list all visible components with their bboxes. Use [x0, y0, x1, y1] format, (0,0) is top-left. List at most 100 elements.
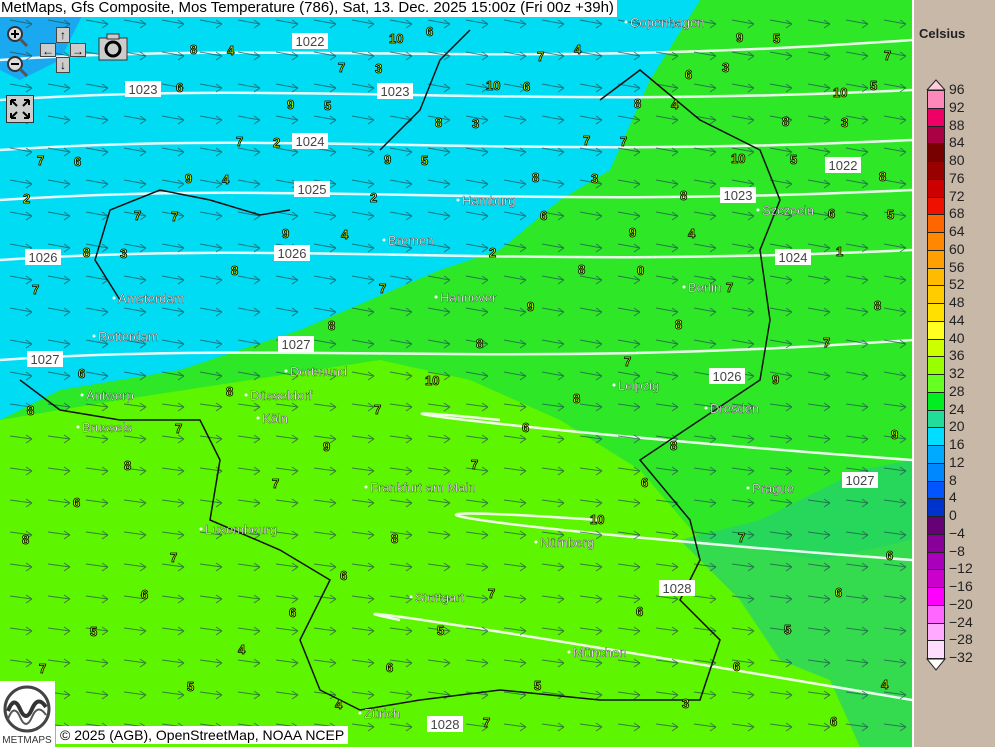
wind-arrow — [807, 594, 831, 604]
wind-arrow — [275, 307, 299, 317]
wind-arrow — [845, 371, 869, 381]
weather-map[interactable]: Copenhagen Hamburg Szczecin Bremen Amsterdam… — [0, 0, 912, 747]
wind-arrow — [693, 83, 717, 93]
wind-arrow — [693, 275, 717, 285]
wind-arrow — [427, 594, 451, 604]
wind-arrow — [123, 562, 147, 572]
wind-arrow — [541, 722, 565, 732]
wind-arrow — [85, 339, 109, 349]
wind-arrow — [503, 51, 527, 61]
wind-arrow — [807, 19, 831, 29]
pan-up-button[interactable]: ↑ — [56, 27, 70, 43]
camera-icon[interactable] — [98, 32, 128, 62]
station-temperature: 3 — [722, 60, 729, 75]
city-labels: Copenhagen Hamburg Szczecin Bremen Amsterdam… — [76, 15, 814, 721]
station-temperature: 7 — [39, 661, 46, 676]
wind-arrow — [85, 211, 109, 221]
station-temperature: 8 — [328, 318, 335, 333]
pan-left-button[interactable]: ← — [40, 43, 56, 58]
pan-right-button[interactable]: → — [70, 43, 86, 58]
legend-swatch — [927, 232, 945, 251]
legend-swatch — [927, 196, 945, 216]
wind-arrow — [427, 147, 451, 157]
wind-arrow — [351, 19, 375, 29]
wind-arrow — [389, 147, 413, 157]
wind-arrow — [503, 594, 527, 604]
wind-arrow — [161, 51, 185, 61]
isobar-label-bg — [278, 336, 314, 352]
wind-arrow — [807, 690, 831, 700]
wind-arrow — [85, 466, 109, 476]
wind-arrow — [351, 115, 375, 125]
wind-arrow — [161, 434, 185, 444]
wind-arrow — [769, 658, 793, 668]
wind-arrow — [693, 179, 717, 189]
city-label: Zürich — [364, 706, 400, 721]
wind-arrow — [769, 690, 793, 700]
isobar-label-bg — [274, 245, 310, 261]
wind-arrow — [47, 275, 71, 285]
station-temperature: 10 — [590, 512, 604, 527]
legend-label: 28 — [949, 382, 965, 399]
wind-arrow — [617, 339, 641, 349]
wind-arrow — [427, 371, 451, 381]
city-dot — [199, 527, 203, 531]
pan-down-button[interactable]: ↓ — [56, 57, 70, 73]
fullscreen-icon[interactable] — [6, 95, 34, 123]
wind-arrow — [199, 211, 223, 221]
station-temperature: 7 — [236, 134, 243, 149]
isobar-line — [0, 138, 912, 152]
wind-arrow — [845, 626, 869, 636]
wind-arrow — [693, 594, 717, 604]
isobar-line — [373, 612, 912, 702]
station-temperature: 7 — [170, 550, 177, 565]
wind-arrow — [313, 83, 337, 93]
wind-arrow — [313, 307, 337, 317]
wind-arrow — [883, 371, 907, 381]
wind-arrow — [617, 371, 641, 381]
wind-arrow — [275, 275, 299, 285]
wind-arrow — [731, 434, 755, 444]
isobar-label: 1027 — [282, 337, 311, 352]
station-temperature: 8 — [573, 391, 580, 406]
station-temperature: 7 — [583, 133, 590, 148]
city-label: Stuttgart — [415, 590, 465, 605]
wind-arrow — [85, 402, 109, 412]
wind-arrow — [883, 690, 907, 700]
wind-arrow — [123, 51, 147, 61]
station-temperature: 5 — [187, 679, 194, 694]
station-temperature: 5 — [887, 207, 894, 222]
zoom-out-icon[interactable] — [6, 55, 28, 77]
wind-arrow — [769, 498, 793, 508]
legend-swatch — [927, 391, 945, 411]
wind-arrow — [427, 19, 451, 29]
city-dot — [112, 296, 116, 300]
wind-arrow — [313, 371, 337, 381]
wind-arrow — [427, 307, 451, 317]
wind-arrow — [769, 211, 793, 221]
city-dot — [364, 485, 368, 489]
station-temperature: 2 — [489, 245, 496, 260]
legend-label: 52 — [949, 276, 965, 293]
city-label: Dortmund — [290, 364, 347, 379]
wind-arrow — [883, 147, 907, 157]
wind-arrow — [883, 115, 907, 125]
station-temperature: 0 — [637, 263, 644, 278]
isobar-label: 1023 — [381, 84, 410, 99]
wind-arrow — [275, 19, 299, 29]
wind-arrow — [351, 626, 375, 636]
wind-arrow — [47, 307, 71, 317]
wind-arrow — [85, 147, 109, 157]
wind-arrow — [313, 626, 337, 636]
station-temperature: 8 — [27, 403, 34, 418]
wind-arrow — [123, 211, 147, 221]
legend-label: 96 — [949, 81, 965, 97]
wind-arrow — [427, 466, 451, 476]
wind-arrow — [693, 147, 717, 157]
legend-swatch — [927, 604, 945, 624]
wind-arrow — [275, 211, 299, 221]
wind-arrow — [731, 690, 755, 700]
wind-arrow — [9, 371, 33, 381]
wind-arrow — [465, 402, 489, 412]
zoom-in-icon[interactable] — [6, 25, 28, 47]
